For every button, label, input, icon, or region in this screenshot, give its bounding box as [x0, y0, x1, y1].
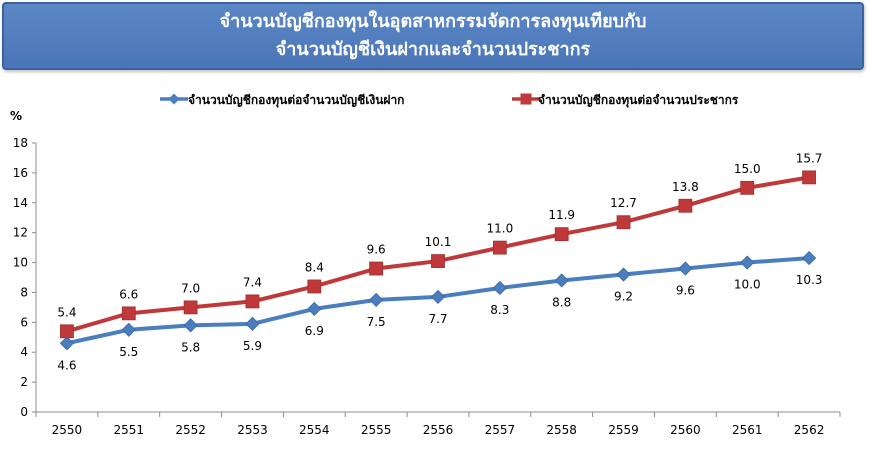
- data-label: 9.2: [614, 290, 633, 304]
- data-label: 13.8: [672, 180, 699, 194]
- y-tick-label: 6: [20, 315, 28, 329]
- data-label: 5.9: [243, 339, 262, 353]
- diamond-marker: [183, 318, 198, 333]
- y-tick-label: 0: [20, 405, 28, 419]
- data-label: 10.3: [796, 273, 823, 287]
- square-marker: [431, 254, 445, 268]
- square-marker: [740, 180, 755, 195]
- x-tick-label: 2557: [485, 423, 516, 437]
- chart-title-line-2: จำนวนบัญชีเงินฝากและจำนวนประชากร: [275, 39, 591, 60]
- x-tick-label: 2553: [237, 423, 268, 437]
- data-label: 6.9: [305, 324, 324, 338]
- square-marker: [245, 294, 260, 309]
- data-label: 5.4: [57, 305, 76, 319]
- data-label: 11.9: [548, 208, 575, 222]
- y-tick-label: 16: [13, 166, 28, 180]
- data-label: 4.6: [57, 358, 76, 372]
- chart-title-line-1: จำนวนบัญชีกองทุนในอุตสาหกรรมจัดการลงทุนเ…: [219, 11, 647, 32]
- data-label: 15.0: [734, 162, 761, 176]
- data-label: 7.0: [181, 281, 200, 295]
- data-label: 10.0: [734, 278, 761, 292]
- y-tick-label: 8: [20, 285, 28, 299]
- y-tick-label: 4: [20, 345, 28, 359]
- square-marker: [678, 198, 693, 213]
- diamond-marker: [492, 280, 507, 296]
- legend-label-2: จำนวนบัญชีกองทุนต่อจำนวนประชากร: [538, 93, 739, 108]
- diamond-marker: [616, 267, 631, 282]
- data-label: 9.6: [676, 284, 695, 298]
- data-label: 8.4: [305, 260, 324, 274]
- diamond-marker: [740, 255, 755, 270]
- data-label: 11.0: [486, 222, 513, 236]
- diamond-marker: [678, 261, 693, 276]
- y-tick-label: 18: [13, 136, 28, 150]
- x-tick-label: 2551: [113, 423, 144, 437]
- square-marker: [121, 306, 136, 321]
- legend: จำนวนบัญชีกองทุนต่อจำนวนบัญชีเงินฝาก จำนว…: [160, 93, 739, 108]
- series-markers: [59, 170, 817, 351]
- x-tick-label: 2562: [794, 423, 825, 437]
- data-label: 12.7: [610, 196, 637, 210]
- square-marker: [554, 227, 569, 242]
- axes: 0 2 4 6 8 10 12 14 16 18% 2550 2551 2552 2553 2554 2555…: [10, 109, 841, 437]
- square-marker: [307, 279, 322, 294]
- diamond-marker: [430, 289, 446, 304]
- data-label: 5.5: [119, 345, 138, 359]
- diamond-marker: [369, 292, 384, 307]
- data-label: 5.8: [181, 340, 200, 354]
- x-tick-label: 2554: [299, 423, 330, 437]
- x-tick-label: 2559: [608, 423, 639, 437]
- square-marker: [492, 240, 507, 255]
- y-tick-label: 10: [13, 256, 28, 270]
- legend-square-marker: [520, 93, 532, 105]
- y-tick-label: 14: [13, 196, 28, 210]
- data-label: 8.3: [490, 303, 509, 317]
- square-marker: [802, 170, 816, 185]
- x-tick-label: 2560: [670, 423, 701, 437]
- legend-diamond-marker: [168, 93, 180, 105]
- y-axis-unit-label: %: [10, 109, 22, 123]
- data-labels: 4.6 5.5 5.8 5.9 6.9 7.5 7.7 8.3 8.8 9.2 9.6 10.0 10.…: [57, 151, 822, 372]
- diamond-marker: [59, 336, 74, 351]
- data-label: 9.6: [367, 243, 386, 257]
- x-tick-label: 2558: [546, 423, 577, 437]
- y-tick-label: 12: [13, 226, 28, 240]
- diamond-marker: [307, 301, 322, 316]
- data-label: 8.8: [552, 295, 571, 309]
- data-label: 10.1: [425, 235, 452, 249]
- data-label: 7.7: [428, 312, 447, 326]
- diamond-marker: [802, 251, 817, 266]
- y-tick-label: 2: [20, 375, 28, 389]
- legend-label-1: จำนวนบัญชีกองทุนต่อจำนวนบัญชีเงินฝาก: [188, 93, 404, 108]
- data-label: 7.4: [243, 275, 262, 289]
- square-marker: [183, 300, 198, 315]
- x-tick-label: 2555: [361, 423, 392, 437]
- square-marker: [616, 215, 631, 230]
- diamond-marker: [121, 322, 136, 337]
- x-tick-label: 2556: [423, 423, 454, 437]
- chart-title-banner: จำนวนบัญชีกองทุนในอุตสาหกรรมจัดการลงทุนเ…: [2, 2, 864, 70]
- diamond-marker: [554, 273, 569, 288]
- x-tick-label: 2550: [52, 423, 83, 437]
- diamond-marker: [245, 316, 260, 331]
- square-marker: [369, 261, 384, 276]
- x-tick-label: 2552: [175, 423, 206, 437]
- square-marker: [60, 324, 74, 339]
- x-tick-label: 2561: [732, 423, 763, 437]
- data-label: 6.6: [119, 287, 138, 301]
- data-label: 7.5: [367, 315, 386, 329]
- data-label: 15.7: [796, 151, 823, 165]
